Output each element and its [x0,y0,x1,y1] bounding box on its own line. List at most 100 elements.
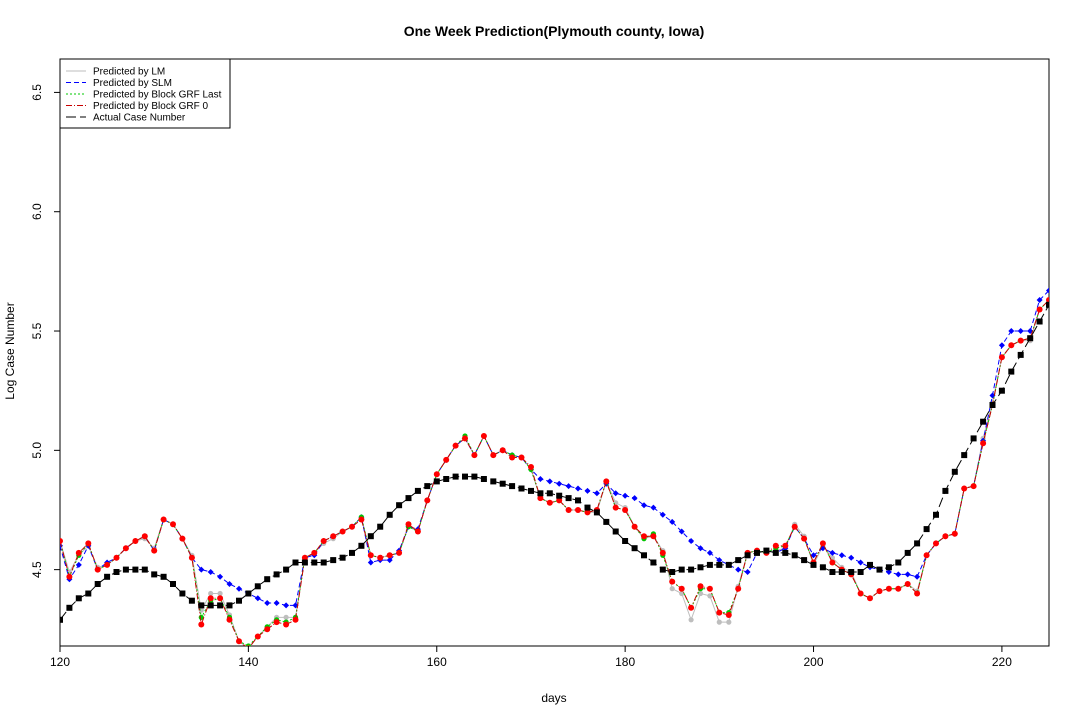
data-point-actual-case-number [876,566,883,573]
data-point-predicted-by-block-grf-0 [236,638,242,645]
data-point-predicted-by-block-grf-0 [254,633,261,640]
series-line-predicted-by-block-grf-0 [60,299,1049,646]
data-point-actual-case-number [207,602,214,609]
data-point-actual-case-number [744,552,751,559]
data-point-predicted-by-block-grf-0 [725,612,732,618]
data-point-predicted-by-block-grf-0 [188,554,195,561]
data-point-actual-case-number [518,485,525,492]
data-point-predicted-by-block-grf-0 [264,626,271,633]
data-point-actual-case-number [565,495,572,502]
data-point-actual-case-number [1008,368,1015,375]
data-point-actual-case-number [311,559,318,566]
data-point-predicted-by-block-grf-0 [528,464,534,470]
data-point-actual-case-number [810,561,817,568]
data-point-predicted-by-block-grf-0 [452,442,459,449]
data-point-predicted-by-block-grf-0 [1046,297,1049,303]
data-point-predicted-by-block-grf-0 [330,533,337,540]
data-point-actual-case-number [301,559,308,566]
data-point-predicted-by-block-grf-0 [923,552,930,559]
data-point-actual-case-number [462,473,468,480]
legend-label-actual-case-number: Actual Case Number [93,113,186,124]
data-point-predicted-by-slm [678,528,685,535]
data-point-predicted-by-block-grf-0 [170,521,176,528]
data-point-actual-case-number [725,561,732,568]
data-point-actual-case-number [1017,351,1024,358]
data-point-actual-case-number [66,604,73,611]
data-point-predicted-by-block-grf-0 [735,585,742,592]
data-point-predicted-by-block-grf-0 [659,549,666,556]
data-point-actual-case-number [188,597,195,604]
data-point-predicted-by-block-grf-0 [443,456,450,463]
data-point-predicted-by-slm [914,573,921,580]
data-point-actual-case-number [132,566,139,573]
data-point-predicted-by-block-grf-0 [951,530,958,537]
x-axis-label: days [541,691,566,705]
data-point-actual-case-number [697,564,704,571]
data-point-actual-case-number [537,490,544,497]
data-point-actual-case-number [104,573,111,580]
data-point-predicted-by-block-grf-0 [556,497,563,504]
data-point-predicted-by-slm [584,487,591,494]
data-point-predicted-by-lm [707,593,713,599]
data-point-actual-case-number [612,528,619,535]
data-point-actual-case-number [867,561,873,568]
data-point-actual-case-number [141,566,148,573]
data-point-predicted-by-slm [1046,287,1049,294]
data-point-predicted-by-slm [895,571,902,578]
data-point-actual-case-number [1027,335,1034,342]
data-point-actual-case-number [631,545,638,552]
data-point-predicted-by-block-grf-0 [904,581,911,587]
data-point-predicted-by-block-grf-0 [876,588,883,595]
data-point-predicted-by-block-grf-0 [980,440,987,447]
data-point-predicted-by-block-grf-0 [198,621,205,628]
data-point-predicted-by-slm [1017,328,1024,334]
data-point-actual-case-number [904,549,911,556]
data-point-actual-case-number [961,452,968,459]
y-axis-label: Log Case Number [3,302,17,399]
data-point-predicted-by-block-grf-0 [518,454,525,461]
data-point-predicted-by-block-grf-0 [217,595,224,602]
data-point-predicted-by-block-grf-0 [970,483,977,490]
data-point-predicted-by-block-grf-0 [273,619,280,626]
data-point-actual-case-number [179,590,186,597]
data-point-predicted-by-block-grf-0 [490,452,497,459]
data-point-actual-case-number [60,616,63,623]
data-point-predicted-by-block-grf-0 [122,545,129,552]
data-point-predicted-by-slm [622,492,629,499]
y-tick-label: 6.5 [30,84,44,101]
legend-label-predicted-by-lm: Predicted by LM [93,67,165,78]
data-point-actual-case-number [245,590,252,597]
data-point-predicted-by-block-grf-0 [94,566,101,573]
data-point-predicted-by-block-grf-0 [829,559,836,566]
data-point-actual-case-number [85,590,92,597]
data-point-predicted-by-block-grf-0 [575,507,581,513]
data-point-predicted-by-block-grf-0 [151,547,158,554]
data-point-predicted-by-block-grf-0 [678,585,685,592]
data-point-actual-case-number [433,478,440,485]
data-point-predicted-by-slm [735,566,742,573]
data-point-actual-case-number [367,533,374,540]
data-point-actual-case-number [94,581,101,587]
data-point-predicted-by-slm [207,569,214,575]
data-point-predicted-by-lm [688,617,694,623]
legend-label-predicted-by-block-grf-last: Predicted by Block GRF Last [93,90,222,101]
data-point-actual-case-number [622,538,629,544]
data-point-predicted-by-slm [565,483,572,490]
data-point-predicted-by-lm [283,614,289,621]
data-point-predicted-by-slm [367,559,374,566]
data-point-predicted-by-slm [593,490,600,497]
data-point-actual-case-number [226,602,233,609]
data-point-predicted-by-block-grf-0 [471,452,478,459]
data-point-predicted-by-block-grf-0 [283,621,290,628]
data-point-actual-case-number [603,518,610,525]
data-point-actual-case-number [951,468,958,475]
series-line-predicted-by-slm [60,290,1049,606]
data-point-predicted-by-slm [217,573,224,580]
data-point-actual-case-number [848,569,855,575]
data-point-predicted-by-block-grf-0 [358,516,365,523]
data-point-predicted-by-block-grf-0 [179,535,186,542]
data-point-predicted-by-slm [236,585,242,592]
data-point-actual-case-number [716,561,723,568]
chart-title: One Week Prediction(Plymouth county, Iow… [404,23,705,39]
data-point-predicted-by-slm [688,538,695,544]
